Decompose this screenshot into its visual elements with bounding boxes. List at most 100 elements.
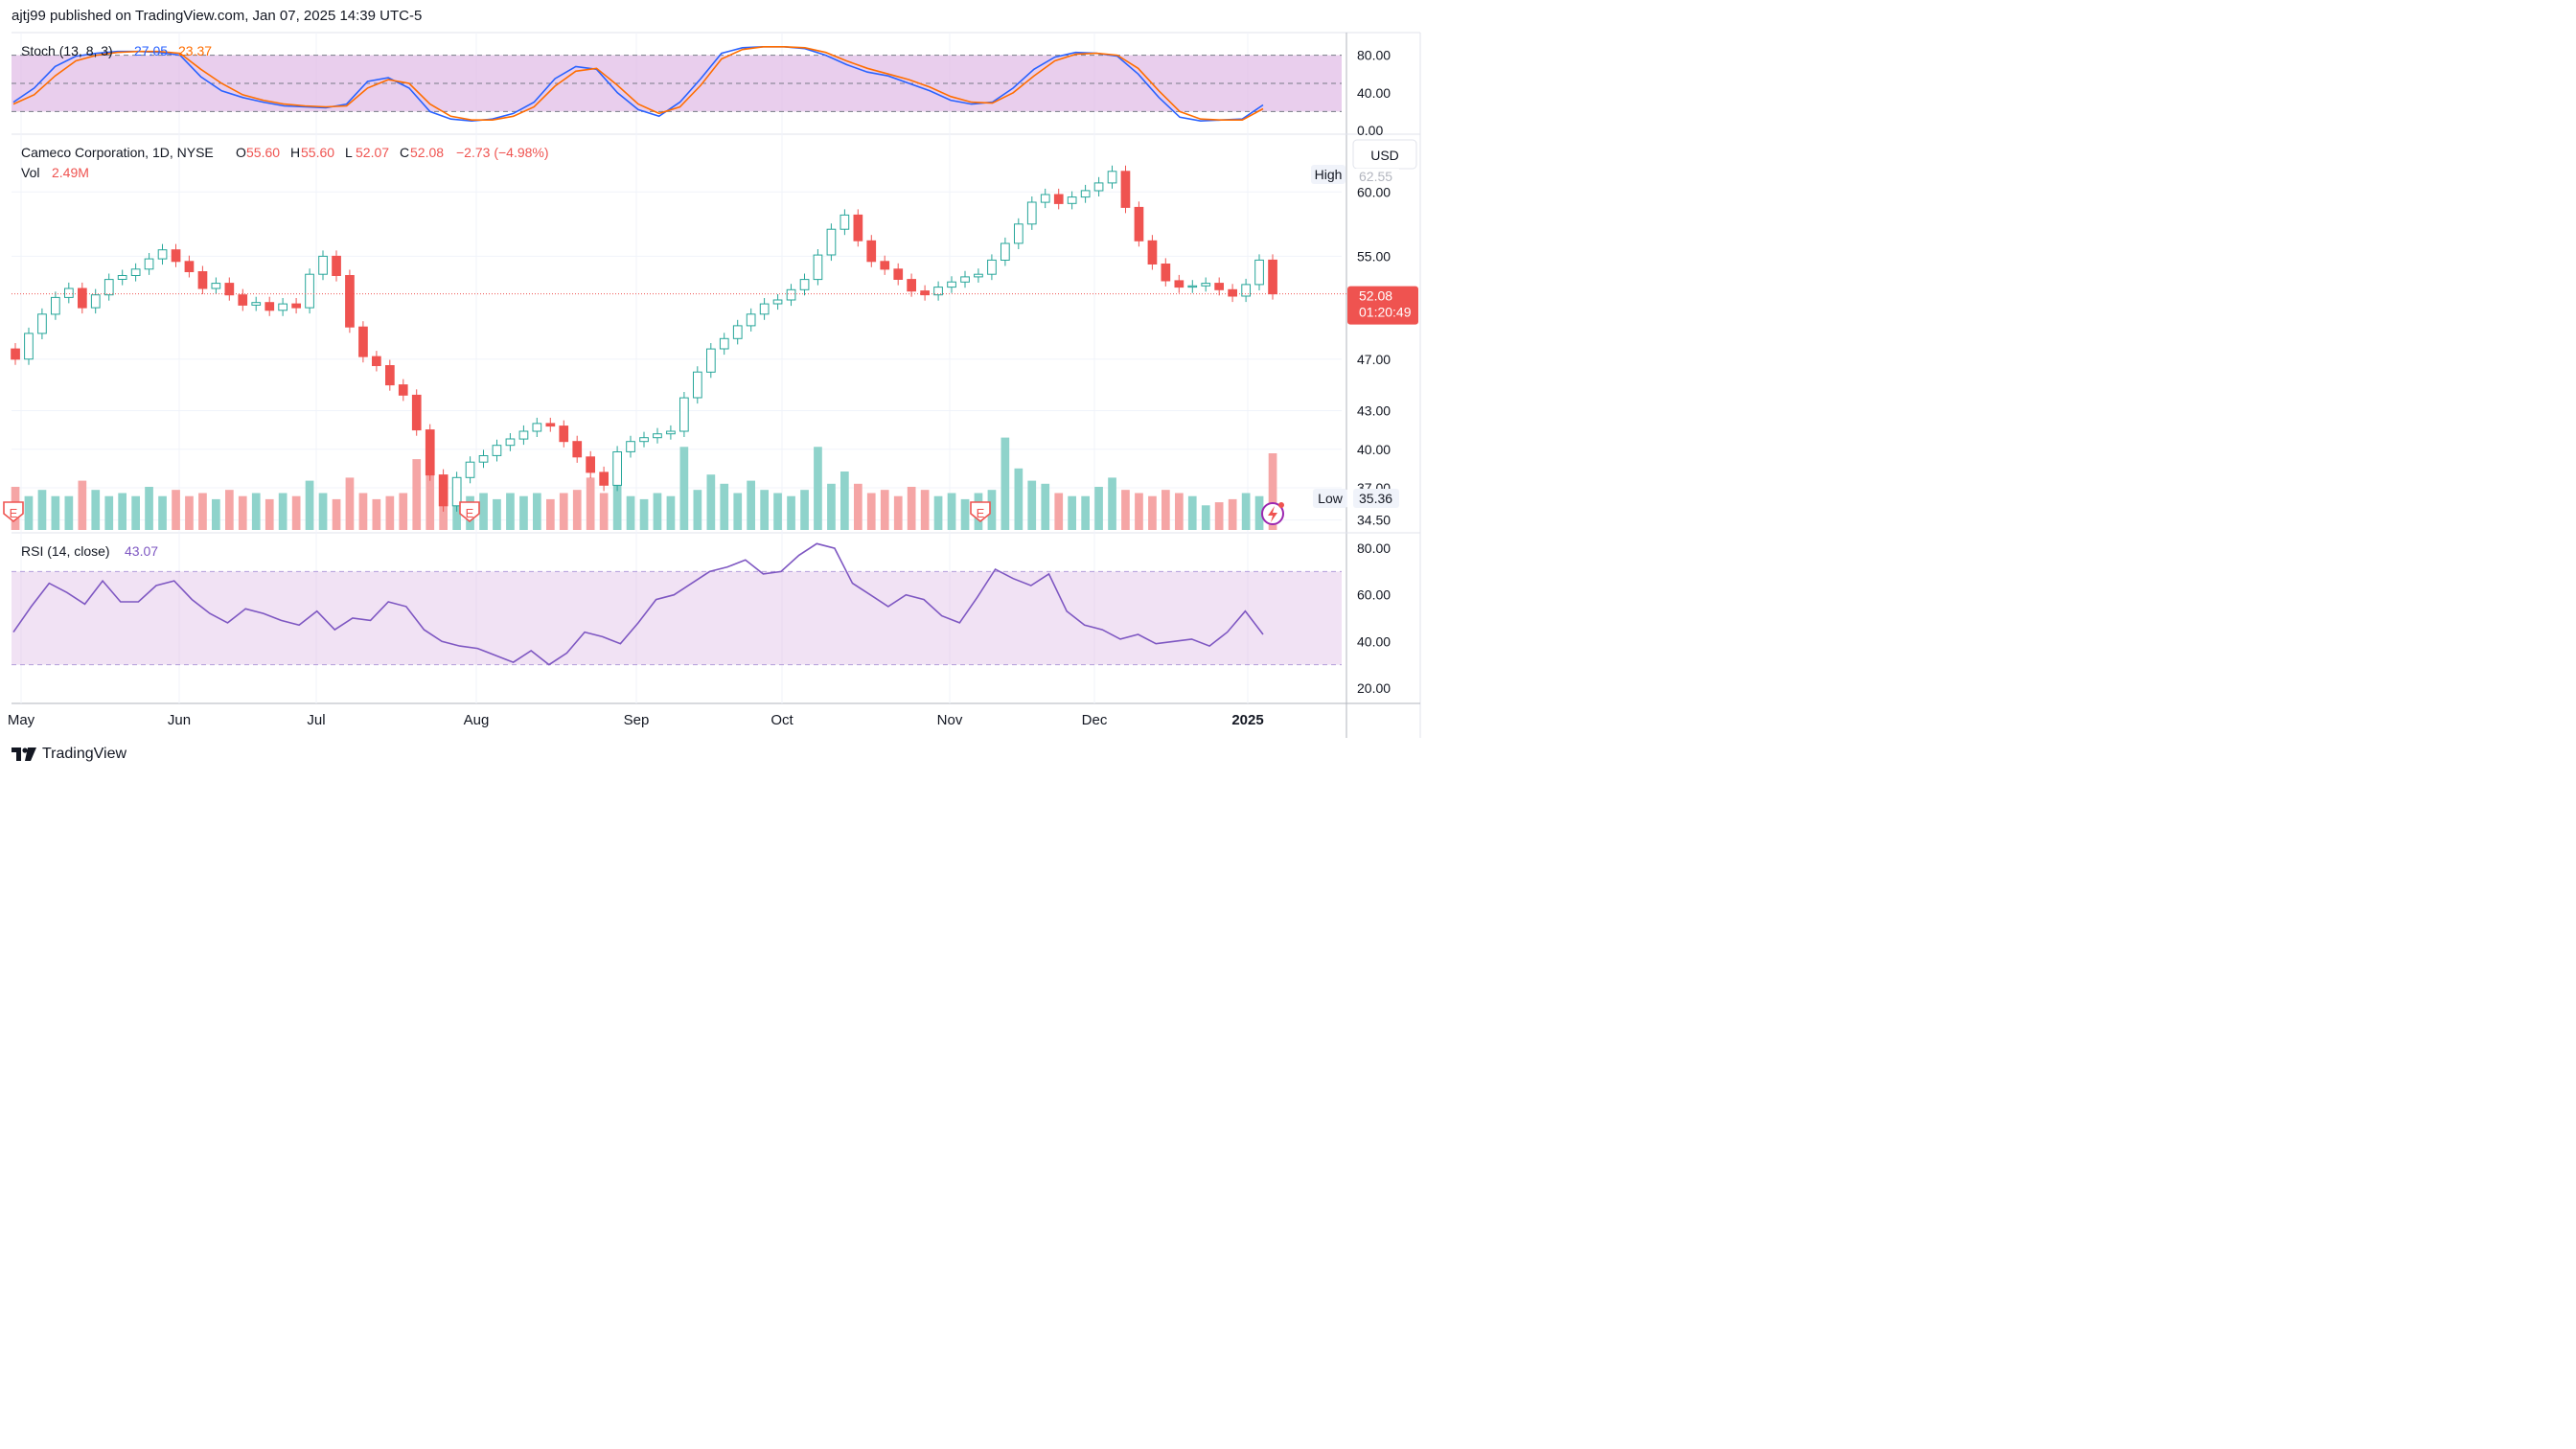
earnings-marker-shape xyxy=(970,501,991,523)
candle-body xyxy=(1161,264,1171,282)
earnings-marker-label: E xyxy=(10,506,18,520)
volume-bar xyxy=(572,490,582,530)
volume-bar xyxy=(318,493,328,530)
candle-body xyxy=(1214,283,1225,290)
volume-bar xyxy=(238,495,247,530)
volume-bar xyxy=(880,490,889,530)
candle-body xyxy=(786,288,796,301)
lightning-icon[interactable] xyxy=(1261,502,1284,525)
candle-body xyxy=(1093,182,1104,192)
ohlc-value: 52.08 xyxy=(410,145,444,160)
candle-body xyxy=(1014,223,1024,244)
rsi-tick-label: 80.00 xyxy=(1357,540,1391,556)
candle-body xyxy=(264,302,275,311)
candle-body xyxy=(572,441,583,458)
candle-body xyxy=(693,371,702,399)
price-tick-label: 34.50 xyxy=(1357,513,1391,528)
candles xyxy=(11,165,1277,512)
price-tick-label: 55.00 xyxy=(1357,248,1391,264)
volume-bar xyxy=(827,483,836,530)
candle-body xyxy=(947,281,956,288)
volume-bar xyxy=(1241,493,1251,530)
candle-body xyxy=(291,303,301,309)
volume-bar xyxy=(479,493,488,530)
volume-bar xyxy=(264,498,274,530)
candle-body xyxy=(505,438,516,447)
volume-bar xyxy=(533,493,541,530)
stoch-d-line xyxy=(12,45,1264,121)
candle-body xyxy=(451,476,462,507)
candle-body xyxy=(64,288,74,298)
volume-bar xyxy=(345,477,355,530)
candle-body xyxy=(1134,206,1144,242)
candle-body xyxy=(197,271,208,289)
ohlc-value: 55.60 xyxy=(301,145,334,160)
volume-bar xyxy=(854,483,862,530)
volume-bar xyxy=(1187,495,1197,530)
candle-body xyxy=(171,249,181,263)
candle-body xyxy=(305,273,314,309)
volume-bar xyxy=(920,490,930,530)
publisher-line: ajtj99 published on TradingView.com, Jan… xyxy=(12,8,423,24)
volume-bar xyxy=(385,495,395,530)
candle-body xyxy=(518,430,529,440)
rsi-value: 43.07 xyxy=(125,543,158,559)
time-axis-label: Nov xyxy=(937,712,963,728)
volume-bar xyxy=(145,487,153,530)
earnings-marker-label: E xyxy=(466,506,474,520)
candle-body xyxy=(545,423,556,427)
candle-body xyxy=(532,423,542,432)
volume-bar xyxy=(1054,493,1064,530)
candle-body xyxy=(1107,171,1117,184)
price-tick-label: 43.00 xyxy=(1357,403,1391,419)
candle-body xyxy=(666,430,676,435)
candle-body xyxy=(960,276,970,283)
candle-body xyxy=(24,333,34,360)
candle-body xyxy=(679,397,689,432)
time-axis-label: Jul xyxy=(307,712,325,728)
volume-bar xyxy=(305,480,314,530)
volume-bar xyxy=(118,493,126,530)
volume-legend-label: Vol xyxy=(21,165,39,180)
candle-body xyxy=(880,261,890,270)
volume-bar xyxy=(559,493,568,530)
volume-bar xyxy=(1094,487,1103,530)
tradingview-footer[interactable]: TradingView xyxy=(12,746,126,763)
chart-canvas[interactable]: 80.00 40.00 0.00 Stoch (13, 8, 3) 27.05 23… xyxy=(0,0,1428,738)
volume-bar xyxy=(399,493,408,530)
stoch-legend-title: Stoch (13, 8, 3) xyxy=(21,43,113,58)
tradingview-brand: TradingView xyxy=(42,746,127,762)
stoch-k-value: 27.05 xyxy=(134,43,168,58)
volume-bars xyxy=(11,437,1277,530)
volume-bar xyxy=(1027,480,1037,530)
candle-body xyxy=(1080,190,1091,198)
candle-body xyxy=(1201,283,1211,287)
volume-bar xyxy=(1108,477,1116,530)
candle-body xyxy=(1147,240,1158,265)
candle-body xyxy=(318,255,328,275)
candle-body xyxy=(51,296,60,315)
ohlc-key: O xyxy=(236,145,246,160)
ohlc-key: H xyxy=(290,145,300,160)
time-axis-label: Dec xyxy=(1082,712,1108,728)
volume-bar xyxy=(546,498,555,530)
candle-body xyxy=(732,325,743,339)
volume-bar xyxy=(1041,483,1050,530)
rsi-axis-ticks: 80.00 60.00 40.00 20.00 xyxy=(1357,540,1391,696)
earnings-marker-label: E xyxy=(977,506,985,520)
volume-bar xyxy=(760,490,769,530)
stoch-axis-ticks: 80.00 40.00 0.00 xyxy=(1357,48,1391,138)
rsi-line xyxy=(12,542,1264,666)
rsi-band xyxy=(12,571,1342,665)
volume-bar xyxy=(37,490,47,530)
volume-bar xyxy=(840,472,849,530)
volume-bar xyxy=(1081,495,1090,530)
rsi-tick-label: 60.00 xyxy=(1357,587,1391,603)
candle-body xyxy=(478,455,489,463)
candle-body xyxy=(184,261,195,272)
time-axis-label: Sep xyxy=(624,712,650,728)
ohlc-key: L xyxy=(345,145,353,160)
volume-bar xyxy=(814,447,822,530)
currency-label: USD xyxy=(1370,148,1399,163)
